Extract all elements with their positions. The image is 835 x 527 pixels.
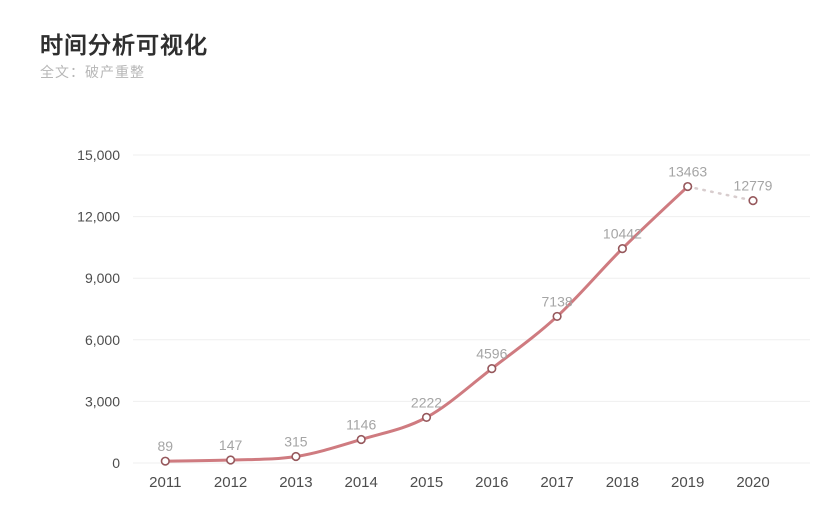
data-point-2020 xyxy=(748,196,758,206)
data-label-2020: 12779 xyxy=(734,178,773,194)
data-point-2015 xyxy=(421,412,432,422)
data-label-2011: 89 xyxy=(158,438,174,454)
x-axis-tick-label: 2019 xyxy=(671,474,704,491)
page-title: 时间分析可视化 xyxy=(40,32,208,58)
series-line xyxy=(163,185,690,463)
data-point-2019 xyxy=(683,181,693,192)
data-label-2019: 13463 xyxy=(668,164,707,180)
y-axis-tick-label: 12,000 xyxy=(77,209,120,225)
data-label-2017: 7138 xyxy=(542,293,573,309)
x-axis-tick-label: 2020 xyxy=(736,474,769,491)
data-point-2012 xyxy=(226,455,236,465)
x-axis-tick-label: 2016 xyxy=(475,474,508,491)
dashed-projection-segment xyxy=(686,185,755,202)
x-axis-tick-label: 2015 xyxy=(410,474,443,491)
data-label-2015: 2222 xyxy=(411,394,442,410)
data-label-2012: 147 xyxy=(219,437,243,453)
data-point-2018 xyxy=(617,243,628,254)
y-axis-tick-label: 3,000 xyxy=(85,393,120,409)
y-axis-tick-label: 6,000 xyxy=(85,332,120,348)
y-axis-tick-label: 15,000 xyxy=(77,147,120,163)
x-axis-tick-label: 2012 xyxy=(214,474,247,491)
x-axis-tick-label: 2011 xyxy=(149,474,181,491)
chart-filter-subtitle: 全文：破产重整 xyxy=(40,64,145,80)
x-axis-tick-label: 2018 xyxy=(606,474,639,491)
data-point-2014 xyxy=(356,434,366,445)
x-axis-tick-label: 2013 xyxy=(279,474,312,491)
data-point-2011 xyxy=(160,456,170,466)
data-point-2017 xyxy=(552,311,562,322)
data-label-2013: 315 xyxy=(284,434,308,450)
x-axis-tick-label: 2014 xyxy=(345,474,378,491)
y-axis-tick-label: 9,000 xyxy=(85,270,120,286)
data-point-2016 xyxy=(487,364,497,374)
data-label-2014: 1146 xyxy=(346,416,376,432)
x-axis-tick-label: 2017 xyxy=(540,474,573,491)
y-axis-tick-label: 0 xyxy=(112,455,120,471)
data-label-2016: 4596 xyxy=(476,346,507,362)
data-point-2013 xyxy=(291,451,301,462)
data-label-2018: 10442 xyxy=(603,226,642,242)
